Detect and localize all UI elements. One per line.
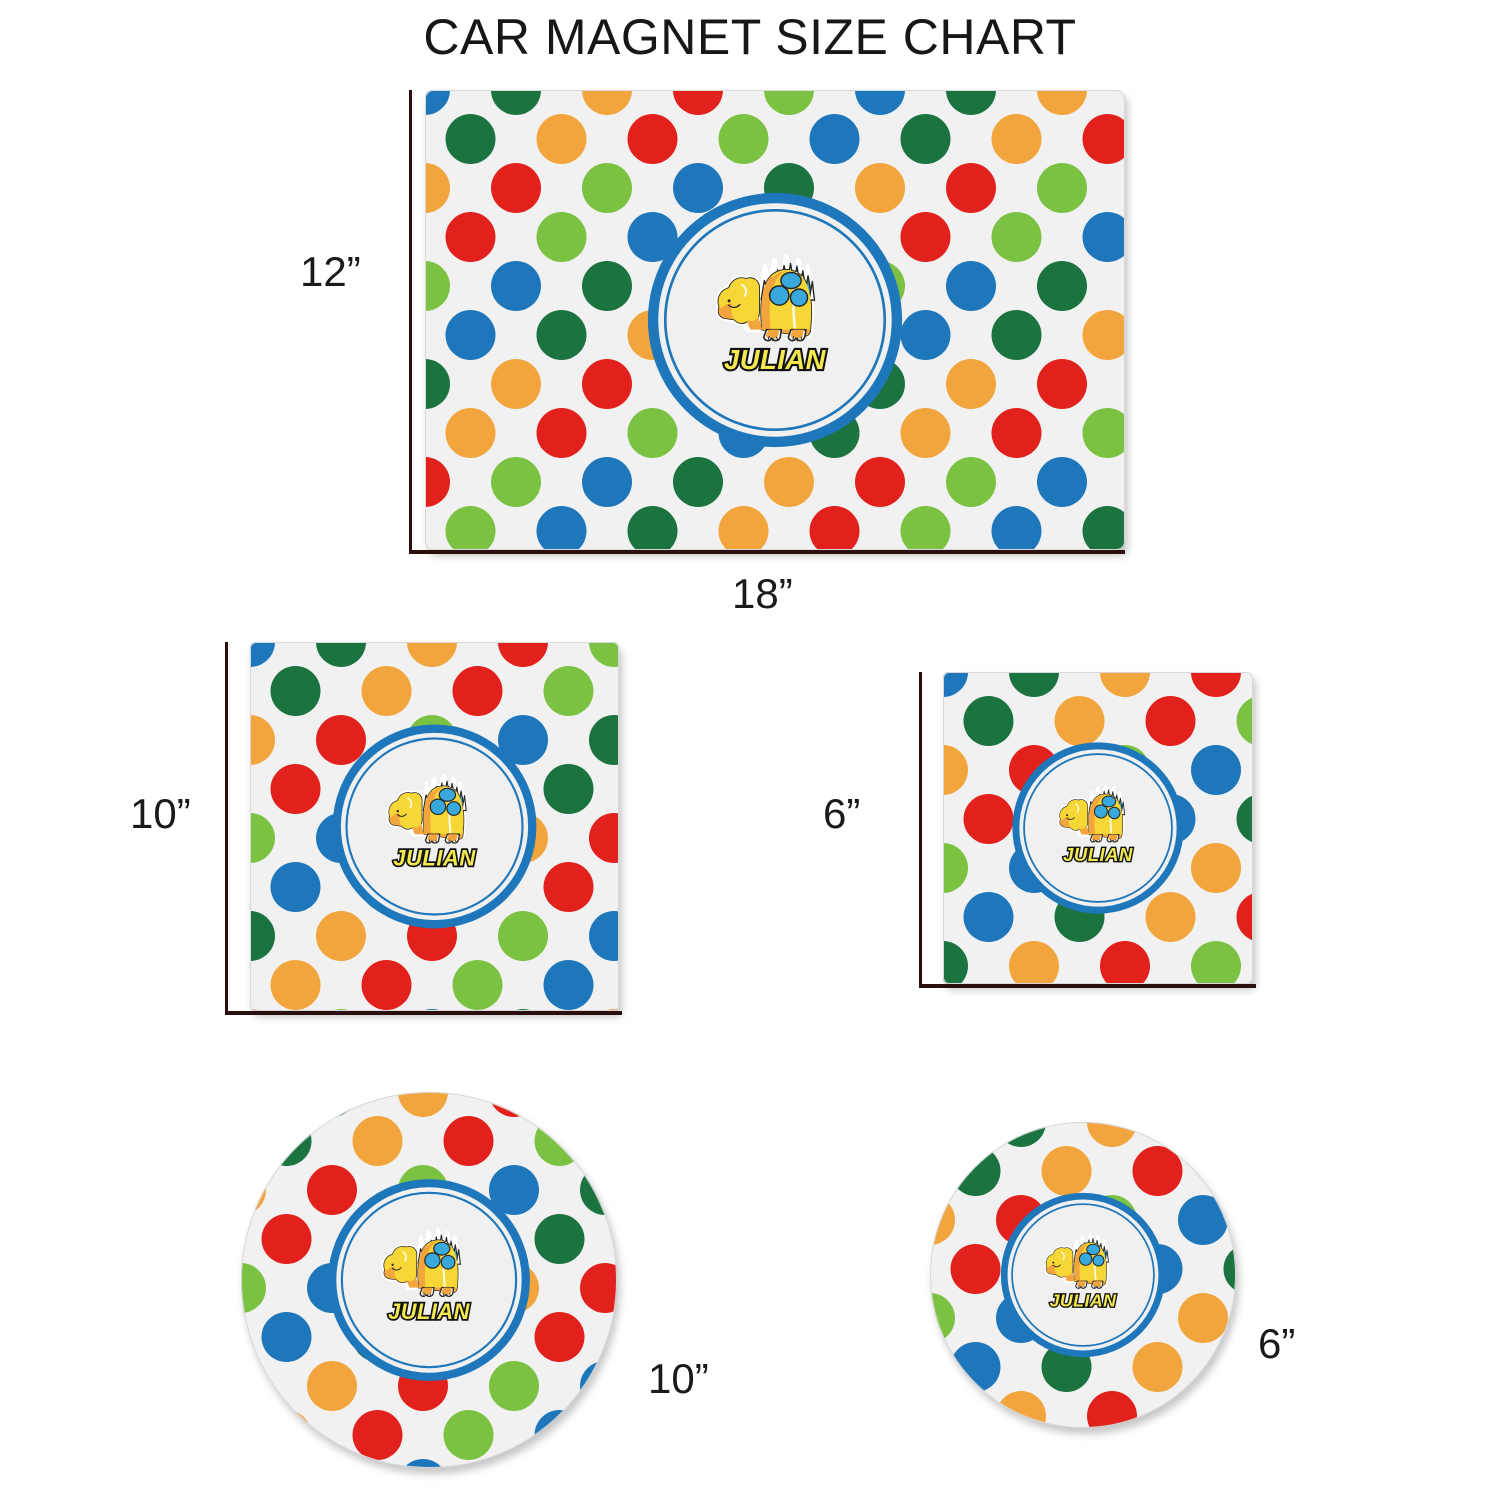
svg-text:JULIAN: JULIAN bbox=[388, 1299, 470, 1324]
svg-text:JULIAN: JULIAN bbox=[1063, 844, 1133, 865]
svg-text:JULIAN: JULIAN bbox=[724, 344, 827, 375]
svg-text:JULIAN: JULIAN bbox=[1050, 1291, 1118, 1311]
svg-text:JULIAN: JULIAN bbox=[393, 846, 476, 871]
